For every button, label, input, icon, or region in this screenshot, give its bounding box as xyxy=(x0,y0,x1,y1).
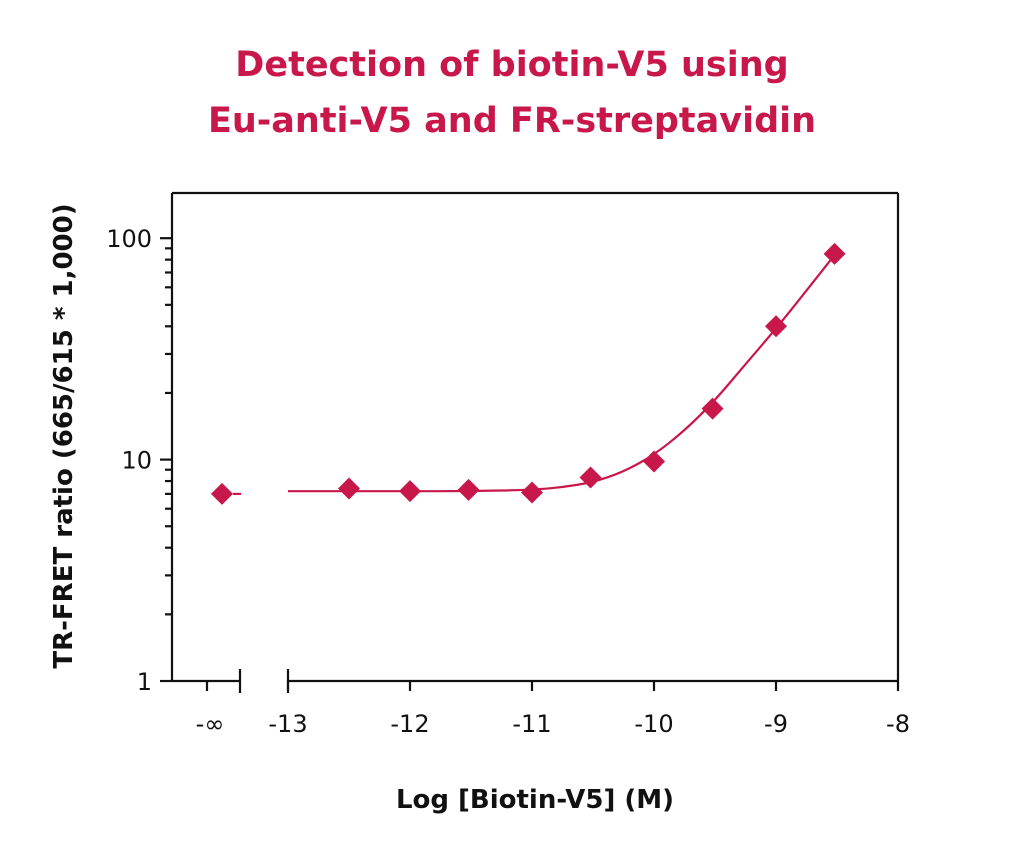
y-axis-title: TR-FRET ratio (665/615 * 1,000) xyxy=(49,203,79,668)
axis-ticks: -13 -12 -11 -10 -9 -8 -∞ 1 10 100 xyxy=(106,225,910,738)
y-tick-label: 100 xyxy=(106,225,152,253)
data-points-layer xyxy=(211,242,846,505)
data-point xyxy=(701,397,724,420)
data-point-zero-dose xyxy=(211,482,233,505)
data-point xyxy=(457,478,480,501)
plot-frame xyxy=(170,191,900,693)
x-tick-label: -9 xyxy=(764,710,788,738)
data-point xyxy=(521,481,543,504)
x-tick-label: -10 xyxy=(634,710,673,738)
chart-title-line-1: Detection of biotin-V5 using xyxy=(235,45,789,85)
fit-curve-layer xyxy=(233,254,836,495)
y-tick-label: 1 xyxy=(137,668,152,696)
x-tick-label: -8 xyxy=(886,710,910,738)
x-tick-label-neg-infinity: -∞ xyxy=(196,710,225,738)
y-tick-label: 10 xyxy=(121,447,152,475)
data-point xyxy=(338,477,360,500)
data-point xyxy=(579,466,602,489)
x-tick-label: -12 xyxy=(390,710,429,738)
x-tick-label: -11 xyxy=(512,710,551,738)
x-axis-title: Log [Biotin-V5] (M) xyxy=(396,785,674,815)
x-tick-label: -13 xyxy=(268,710,307,738)
data-point xyxy=(823,242,846,265)
fit-curve xyxy=(288,254,836,493)
chart-title-line-2: Eu-anti-V5 and FR-streptavidin xyxy=(207,101,817,141)
data-point xyxy=(765,315,787,338)
data-point xyxy=(399,480,421,503)
data-point xyxy=(643,450,665,473)
